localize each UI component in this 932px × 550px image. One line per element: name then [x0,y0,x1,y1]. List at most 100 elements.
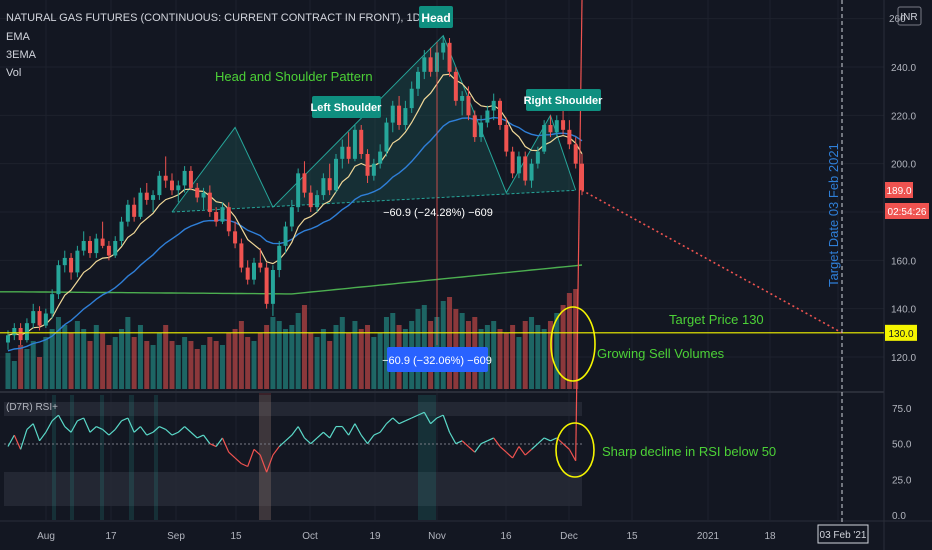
currency-badge[interactable] [897,6,922,26]
rsi-segment [77,417,84,422]
candle-body [296,173,301,208]
rsi-segment [379,423,387,433]
volume-bar [156,333,162,389]
volume-bar [358,329,364,389]
rsi-segment [89,426,97,433]
sell-volume-note: Growing Sell Volumes [597,346,725,361]
candle-body [554,120,559,133]
candle-body [359,129,364,154]
candle-body [252,262,256,280]
time-tick-label: Oct [302,531,318,542]
rsi-segment [57,414,66,427]
head-badge-bg [419,6,453,28]
candle-body [113,241,118,256]
measure-bottom-label: −60.9 (−32.06%) −609 [382,355,492,367]
rsi-segment [64,426,72,433]
rsi-segment [367,434,375,445]
rsi-highlights [52,392,436,520]
volume-bar [245,337,251,389]
rsi-segment [121,417,129,422]
volume-bar [541,329,547,389]
candle-body [466,96,471,116]
rsi-highlight-column [129,395,134,520]
price-tick-label: 240.0 [891,63,916,74]
candle-body [504,125,509,152]
time-tick-label: 19 [369,531,381,542]
candle-body [403,108,408,125]
candle-body [151,195,156,200]
rsi-segment [480,440,488,445]
volume-bar [238,321,244,389]
volume-bar [276,321,282,389]
candle-body [207,192,212,212]
volume-bar [207,337,213,389]
volume-bar [333,325,339,389]
countdown-label: 02:54:26 [888,207,927,218]
rsi-segment [196,434,204,439]
rsi-segment [285,434,293,442]
rsi-tick-label: 0.0 [892,511,906,522]
right-shoulder-badge-bg [526,89,601,111]
volume-bar [62,325,68,389]
time-tick-label: 18 [764,531,776,542]
rsi-segment [51,414,59,422]
candle-body [37,311,42,326]
rsi-segment [297,426,305,439]
volume-bar [5,353,11,389]
time-tick-label: 17 [105,531,117,542]
rsi-segment [13,434,22,450]
candle-body [18,328,23,341]
rsi-segment [417,411,425,416]
candle-body [302,173,307,193]
candle-body [390,105,395,123]
candle-body [214,212,219,222]
candle-body [447,42,452,72]
target-price-label: 130.0 [888,329,913,340]
candle-body [321,178,326,196]
volume-bar [163,325,169,389]
candle-body [125,204,130,222]
date-badge-label: 03 Feb '21 [820,530,867,541]
candle-body [283,226,288,246]
candle-body [315,195,320,208]
volume-bar [232,329,238,389]
candle-body [384,122,389,152]
rsi-segment [7,434,15,447]
time-axis[interactable]: Aug 17 Sep 15 Oct 19 Nov 16 Dec 15 2021 18 [37,531,776,542]
measure-bottom-badge-bg [387,347,488,372]
rsi-highlight-column [418,395,436,520]
rsi-segment [329,426,337,439]
rsi-note: Sharp decline in RSI below 50 [602,444,776,459]
rsi-segment [310,437,318,445]
volume-bar [49,329,55,389]
rsi-segment [108,428,116,436]
candle-body [529,163,534,181]
rsi-segment [322,431,331,439]
rsi-segment [26,423,34,430]
rsi-highlight-column [100,395,104,520]
candle-body [460,96,465,101]
candle-body [176,185,181,191]
rsi-segment [575,0,583,461]
volume-bar [175,345,181,389]
indicator-3ema[interactable]: 3EMA [6,49,37,61]
volume-bar [264,325,270,389]
rsi-segment [127,417,135,433]
ema-long-line [0,264,583,295]
indicator-ema[interactable]: EMA [6,31,31,43]
candle-body [428,57,433,72]
rsi-segment [259,454,268,473]
target-price-badge [885,324,917,341]
rsi-segment [449,431,457,444]
rsi-segment [139,426,148,436]
rsi-panel-label[interactable]: (D7R) RSI+ [6,402,58,413]
volume-bar [81,329,87,389]
candle-body [88,241,92,254]
volume-highlight-ellipse [550,306,596,382]
candle-body [441,42,446,53]
rsi-highlight-ellipse [555,422,595,478]
candle-body [340,146,345,159]
indicator-vol[interactable]: Vol [6,67,21,79]
rsi-segment [341,426,350,436]
